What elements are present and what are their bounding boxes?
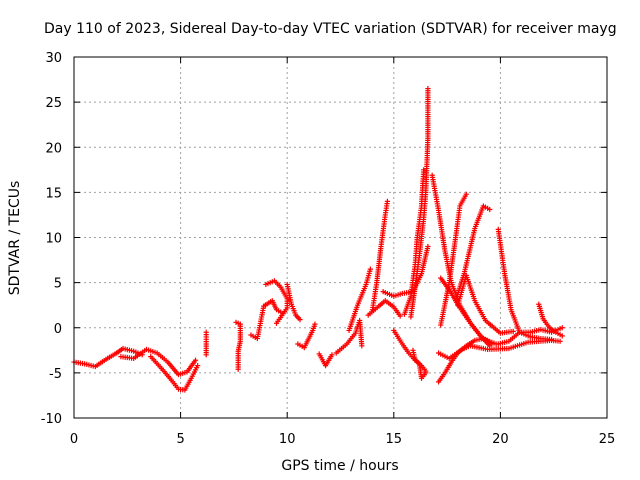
data-point (557, 338, 563, 344)
data-point (203, 352, 209, 358)
x-axis-label: GPS time / hours (281, 458, 398, 474)
data-track-arc-b (118, 346, 199, 378)
data-track-arc-i (295, 321, 318, 351)
data-track-arc-d (203, 329, 209, 358)
data-point (463, 191, 469, 197)
y-tick-label: 25 (45, 96, 62, 111)
x-tick-labels: 0 5 10 15 20 25 (70, 432, 615, 447)
data-track-arc-m (369, 198, 391, 313)
data-point (487, 343, 493, 349)
data-track-arc-j (316, 351, 335, 369)
data-point (487, 206, 493, 213)
y-tick-label: -10 (41, 412, 62, 427)
data-track-arc-p (391, 327, 429, 374)
x-tick-label: 10 (279, 432, 296, 447)
y-tick-label: 20 (45, 141, 62, 156)
y-tick-label: 0 (54, 322, 62, 337)
data-point (273, 320, 280, 326)
data-point (559, 333, 565, 339)
data-point (423, 370, 429, 376)
data-track-arc-y (453, 203, 493, 304)
data-point (367, 266, 373, 272)
data-point (384, 198, 391, 204)
data-track-arc-h (284, 281, 303, 323)
data-track-arc-o (380, 243, 431, 299)
y-tick-label: 5 (54, 277, 62, 292)
data-track-arc-q (401, 167, 427, 317)
data-track-arc-s (410, 347, 429, 381)
data-track-arc-e (233, 319, 243, 372)
x-tick-label: 20 (492, 432, 509, 447)
x-tick-label: 25 (599, 432, 616, 447)
data-track-arc-v (438, 191, 469, 328)
data-point (397, 313, 403, 319)
data-points (71, 85, 565, 393)
data-point (425, 85, 431, 92)
data-point (548, 336, 555, 343)
data-point (312, 321, 318, 327)
data-track-arc-cc (536, 301, 565, 339)
plot-frame (73, 56, 608, 419)
y-tick-label: 30 (45, 51, 62, 66)
data-point (425, 243, 431, 250)
data-point (559, 325, 565, 331)
data-track-arc-aa (495, 226, 555, 343)
x-tick-label: 15 (386, 432, 403, 447)
y-tick-label: -5 (49, 367, 62, 382)
y-tick-label: 15 (45, 186, 62, 201)
data-track-arc-k (333, 317, 365, 356)
chart-title: Day 110 of 2023, Sidereal Day-to-day VTE… (44, 21, 617, 37)
data-point (421, 167, 427, 173)
x-tick-label: 0 (70, 432, 78, 447)
data-point (195, 363, 201, 369)
data-point (297, 317, 303, 323)
y-axis-label: SDTVAR / TECUs (7, 181, 23, 296)
data-track-arc-g (263, 278, 290, 326)
data-track-arc-c (148, 354, 201, 393)
data-track-arc-n (365, 298, 403, 319)
data-track-arc-z (455, 272, 516, 336)
grid-lines (74, 57, 607, 418)
data-point (510, 328, 516, 334)
y-tick-label: 10 (45, 232, 62, 247)
data-point (192, 357, 199, 363)
y-tick-labels: -10 -5 0 5 10 15 20 25 30 (41, 51, 62, 427)
x-tick-label: 5 (176, 432, 184, 447)
data-track-arc-l (346, 266, 373, 334)
data-point (329, 352, 335, 358)
data-point (235, 366, 241, 372)
data-track-arc-r (408, 85, 431, 320)
data-point (359, 343, 365, 349)
